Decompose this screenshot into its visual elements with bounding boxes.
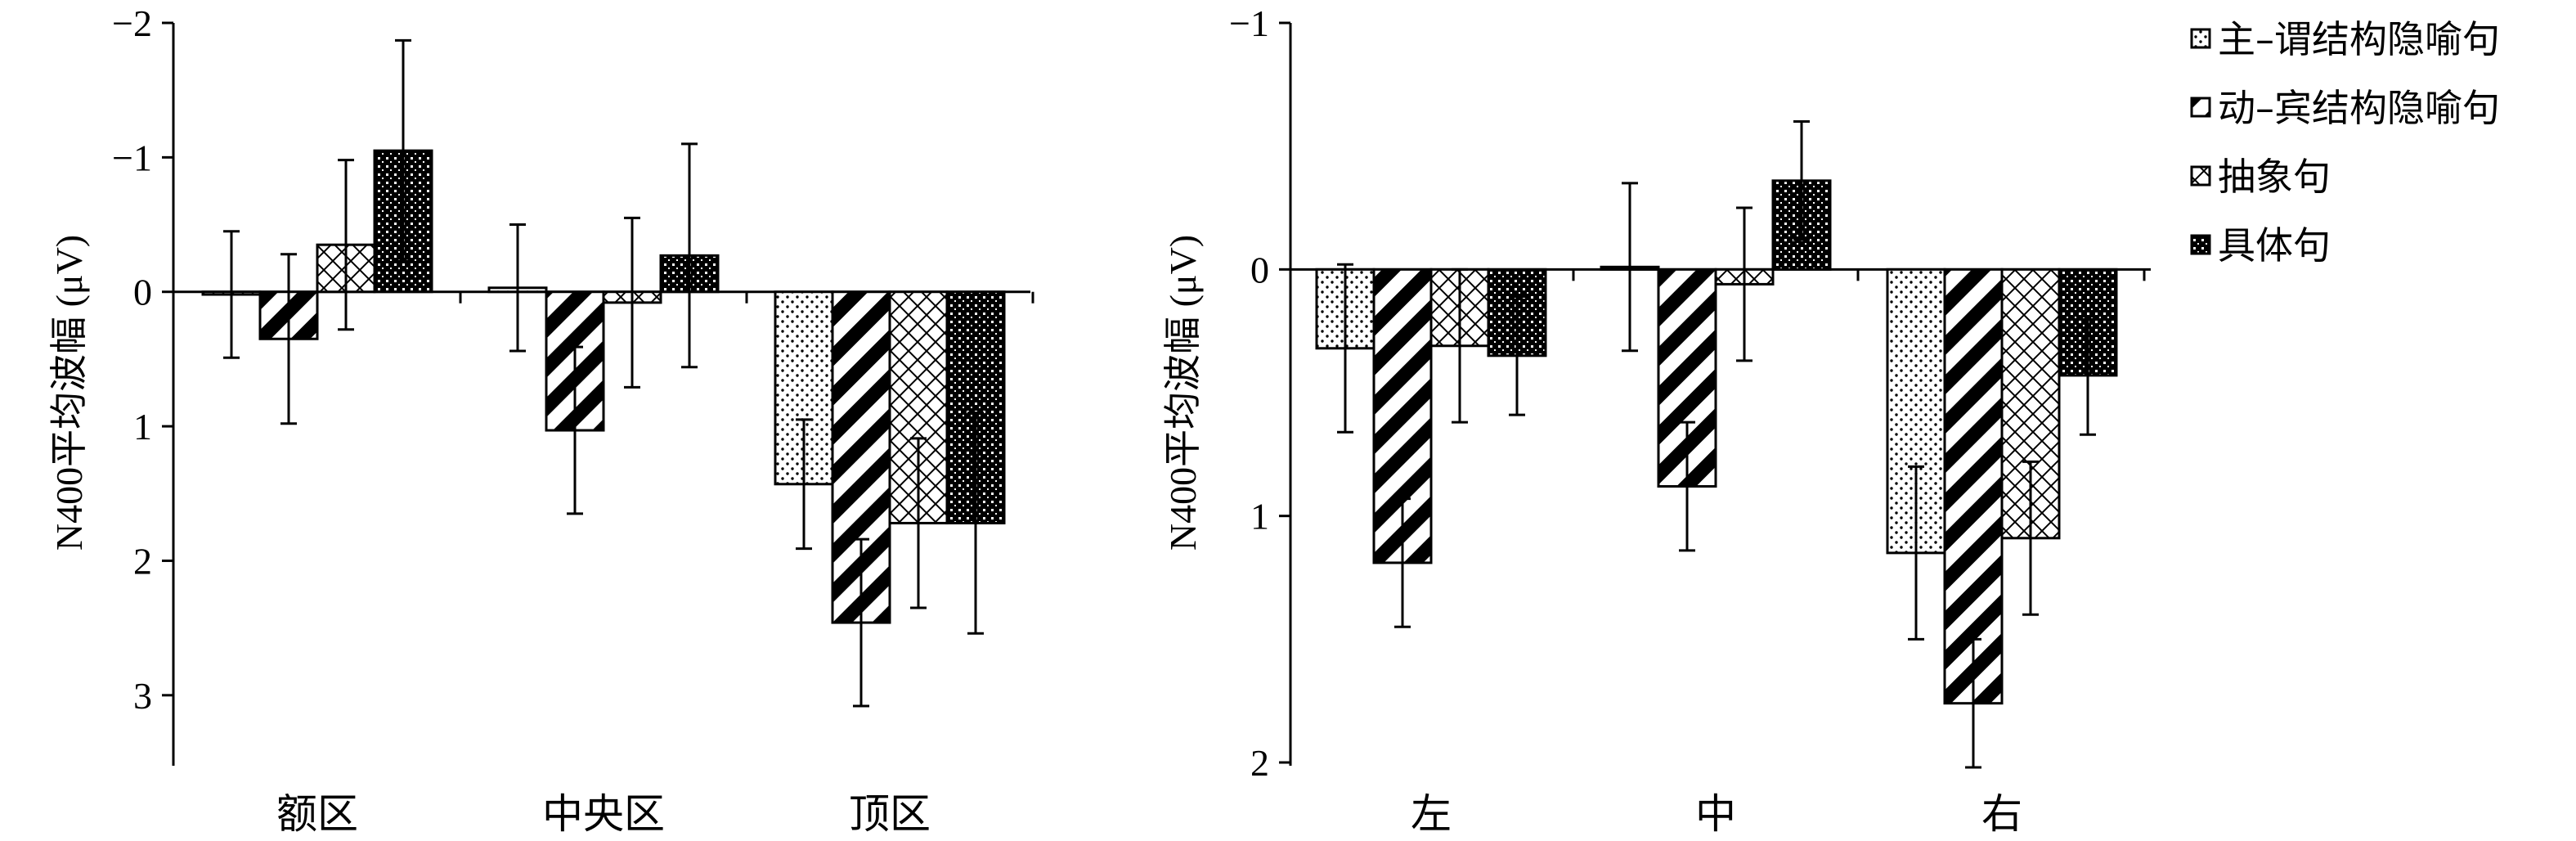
y-tick-label: 2 xyxy=(1250,742,1269,784)
legend-swatch-crosshatch xyxy=(2190,165,2211,187)
category-label: 顶区 xyxy=(849,790,931,838)
y-axis-label: N400平均波幅 (μV) xyxy=(48,235,90,551)
legend-label: 抽象句 xyxy=(2218,155,2331,199)
chart-left-middle-right: −1 0 1 2 左 中 右 N400平均波幅 (μV) xyxy=(1162,2,2151,838)
bar-series-verb-object xyxy=(1943,268,2004,705)
y-axis-label: N400平均波幅 (μV) xyxy=(1162,235,1204,551)
legend: 主–谓结构隐喻句 动–宾结构隐喻句 抽象句 具体句 xyxy=(2190,17,2500,268)
legend-item-subject-predicate: 主–谓结构隐喻句 xyxy=(2190,17,2500,61)
y-tick-label: 1 xyxy=(1250,496,1269,537)
legend-label: 动–宾结构隐喻句 xyxy=(2218,86,2500,130)
category-label: 额区 xyxy=(276,790,358,838)
y-tick-label: 3 xyxy=(133,675,152,717)
legend-swatch-dark xyxy=(2190,234,2211,255)
y-tick-label: −1 xyxy=(1229,2,1269,44)
y-tick-label: 0 xyxy=(1250,249,1269,290)
legend-swatch-dots xyxy=(2190,28,2211,49)
legend-item-abstract: 抽象句 xyxy=(2190,155,2331,199)
category-label: 中央区 xyxy=(542,790,665,838)
legend-label: 主–谓结构隐喻句 xyxy=(2218,17,2500,61)
y-tick-label: −1 xyxy=(112,137,152,178)
y-tick-label: 2 xyxy=(133,540,152,582)
legend-item-concrete: 具体句 xyxy=(2190,223,2331,268)
y-tick-label: 1 xyxy=(133,406,152,447)
y-tick-label: −2 xyxy=(112,2,152,44)
legend-label: 具体句 xyxy=(2218,223,2331,268)
legend-item-verb-object: 动–宾结构隐喻句 xyxy=(2190,86,2500,130)
legend-swatch-stripes xyxy=(2190,97,2211,118)
category-label: 右 xyxy=(1981,790,2022,838)
category-label: 左 xyxy=(1411,790,1452,838)
chart-frontal-central-parietal: −2 −1 0 1 2 3 额区 中央区 顶区 N400平均波幅 (μV) xyxy=(48,2,1034,838)
y-tick-label: 0 xyxy=(133,272,152,313)
category-label: 中 xyxy=(1695,790,1736,838)
